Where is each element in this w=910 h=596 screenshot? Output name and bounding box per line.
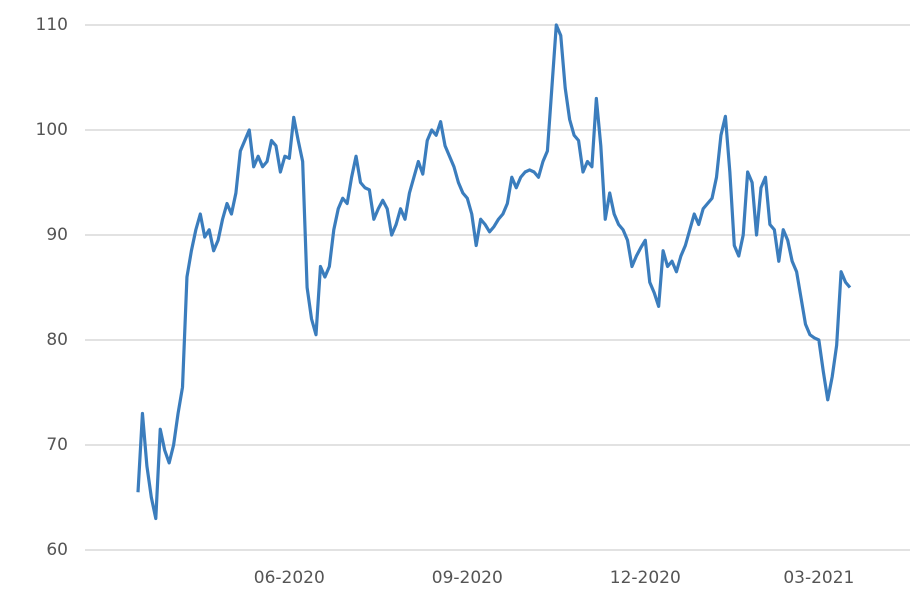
x-tick-label: 09-2020 [432, 568, 503, 588]
y-tick-label: 90 [46, 225, 68, 245]
x-tick-label: 06-2020 [254, 568, 325, 588]
y-tick-label: 80 [46, 330, 68, 350]
data-line [136, 23, 852, 521]
y-tick-label: 70 [46, 435, 68, 455]
y-tick-label: 100 [36, 120, 68, 140]
x-tick-label: 03-2021 [783, 568, 854, 588]
y-tick-label: 110 [36, 15, 68, 35]
x-tick-label: 12-2020 [610, 568, 681, 588]
y-tick-label: 60 [46, 540, 68, 560]
